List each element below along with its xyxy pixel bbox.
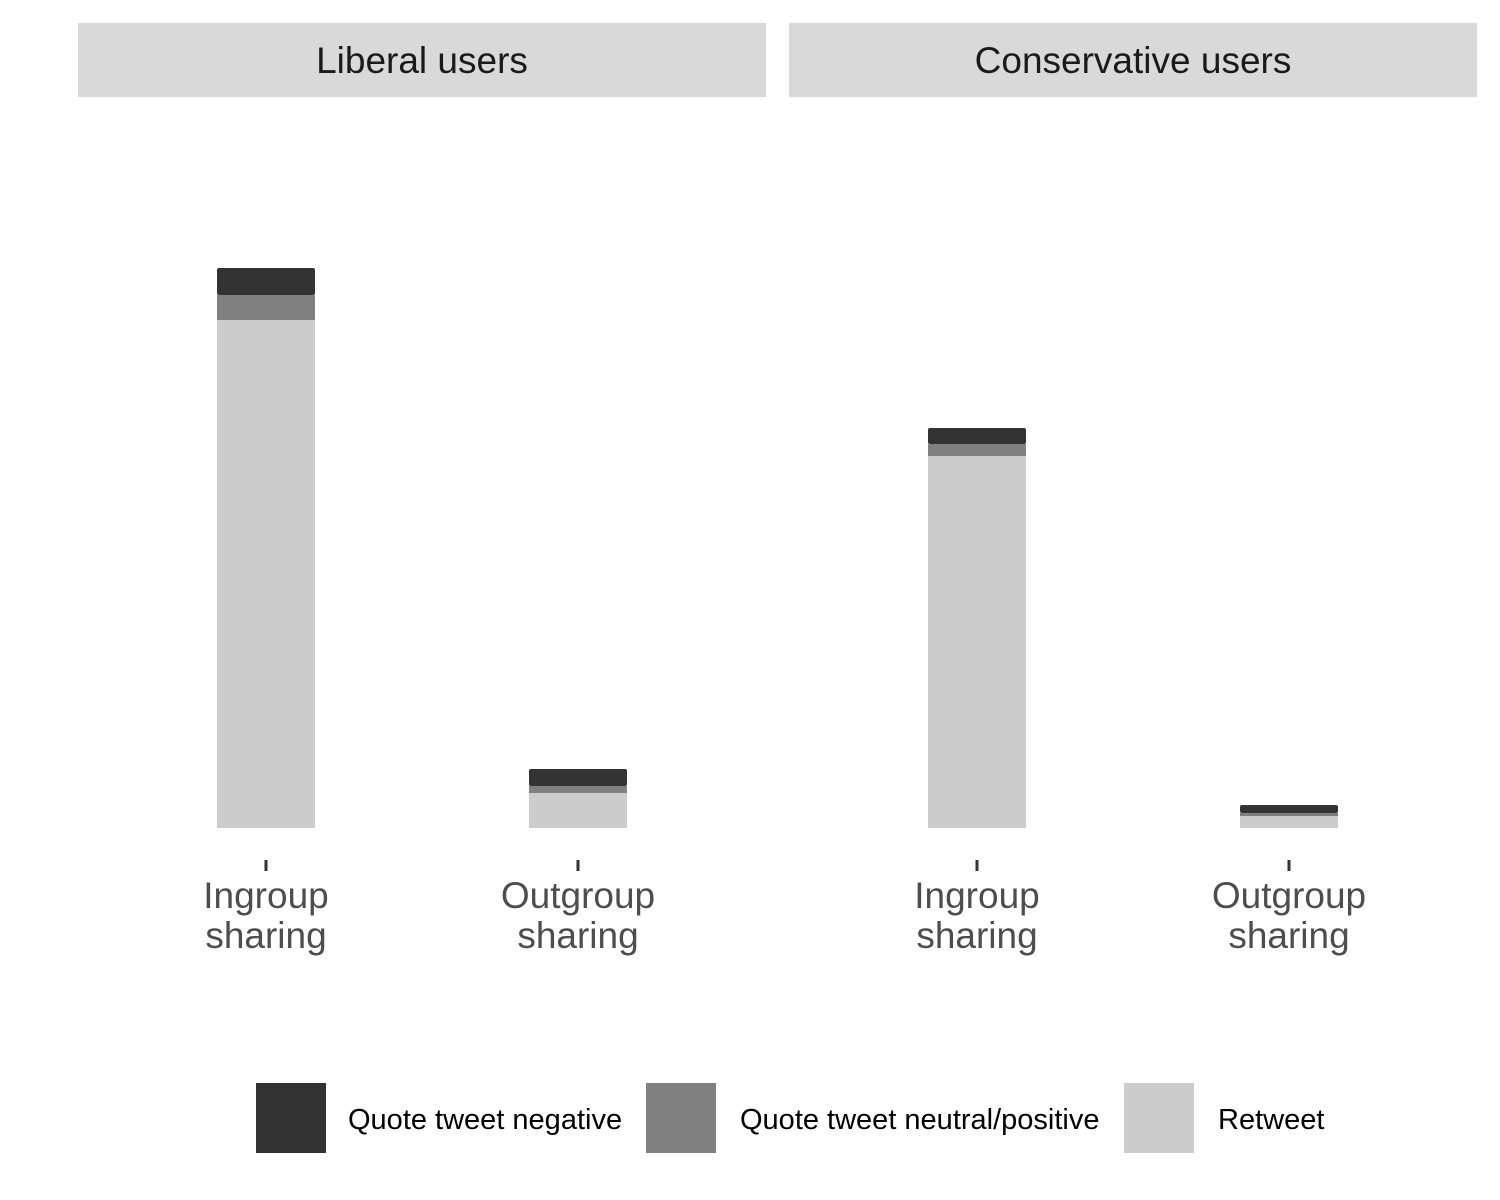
legend: Quote tweet negative Quote tweet neutral/… <box>256 1083 1324 1153</box>
facet-panel: Conservative users Ingroup sharing Outgroup… <box>789 23 1477 956</box>
legend-label: Quote tweet neutral/positive <box>740 1104 1099 1136</box>
legend-swatch <box>646 1083 716 1153</box>
x-tick-label: Ingroup sharing <box>203 875 329 956</box>
legend-swatch <box>1124 1083 1194 1153</box>
bar-segment <box>529 769 627 786</box>
bar-segment <box>529 793 627 828</box>
x-tick-label: Outgroup sharing <box>501 875 655 956</box>
legend-swatch <box>256 1083 326 1153</box>
legend-item: Quote tweet negative <box>256 1083 622 1153</box>
bar-segment <box>1240 816 1338 828</box>
legend-label: Quote tweet negative <box>348 1104 622 1136</box>
facet-strip <box>78 23 766 97</box>
bar-segment <box>928 444 1026 456</box>
facet-panels: Liberal users Ingroup sharing Outgroup shari… <box>78 23 1477 956</box>
bar-segment <box>1240 805 1338 813</box>
facet-panel: Liberal users Ingroup sharing Outgroup shari… <box>78 23 766 956</box>
facet-strip <box>789 23 1477 97</box>
bar-segment <box>1240 813 1338 816</box>
bar-segment <box>217 320 315 828</box>
x-tick-label: Outgroup sharing <box>1212 875 1366 956</box>
facet-strip-label: Liberal users <box>316 40 528 81</box>
bar-segment <box>217 295 315 320</box>
legend-label: Retweet <box>1218 1104 1324 1136</box>
legend-item: Retweet <box>1124 1083 1324 1153</box>
x-tick-label: Ingroup sharing <box>914 875 1040 956</box>
facet-strip-label: Conservative users <box>975 40 1292 81</box>
bar-segment <box>217 268 315 295</box>
bar-segment <box>928 456 1026 828</box>
legend-item: Quote tweet neutral/positive <box>646 1083 1099 1153</box>
bar-segment <box>928 428 1026 444</box>
bar-segment <box>529 786 627 793</box>
